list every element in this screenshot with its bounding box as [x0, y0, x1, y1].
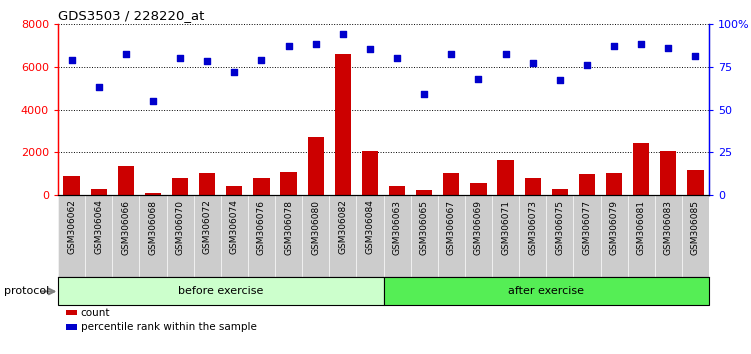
Point [445, 52, 457, 57]
Text: percentile rank within the sample: percentile rank within the sample [80, 322, 256, 332]
Bar [633, 143, 650, 195]
Point [499, 52, 511, 57]
Point [526, 60, 538, 66]
Text: GSM306066: GSM306066 [122, 200, 131, 255]
Text: GSM306073: GSM306073 [528, 200, 537, 255]
Point [391, 55, 403, 61]
Point [364, 46, 376, 52]
Bar [63, 176, 80, 195]
Point [92, 84, 104, 90]
Bar [579, 174, 595, 195]
Bar [226, 187, 243, 195]
Bar [470, 183, 487, 195]
Point [309, 41, 321, 47]
Bar [58, 278, 384, 306]
Point [174, 55, 186, 61]
Bar [65, 310, 77, 315]
Point [147, 98, 159, 104]
Text: GSM306081: GSM306081 [637, 200, 646, 255]
Text: GSM306075: GSM306075 [555, 200, 564, 255]
Text: GSM306064: GSM306064 [94, 200, 103, 255]
Text: GSM306077: GSM306077 [583, 200, 592, 255]
Text: GSM306072: GSM306072 [203, 200, 212, 255]
Bar [524, 178, 541, 195]
Bar [280, 172, 297, 195]
Text: GSM306067: GSM306067 [447, 200, 456, 255]
Bar [335, 53, 351, 195]
Text: GSM306065: GSM306065 [420, 200, 429, 255]
Point [255, 57, 267, 62]
Text: GSM306071: GSM306071 [501, 200, 510, 255]
Text: GSM306063: GSM306063 [393, 200, 402, 255]
Text: GSM306078: GSM306078 [284, 200, 293, 255]
Bar [253, 178, 270, 195]
Text: GSM306083: GSM306083 [664, 200, 673, 255]
Bar [308, 137, 324, 195]
Text: GSM306084: GSM306084 [366, 200, 375, 255]
Point [472, 76, 484, 81]
Bar [384, 278, 709, 306]
Text: GSM306069: GSM306069 [474, 200, 483, 255]
Text: GSM306079: GSM306079 [610, 200, 619, 255]
Point [120, 52, 132, 57]
Text: GSM306070: GSM306070 [176, 200, 185, 255]
Bar [660, 152, 677, 195]
Text: after exercise: after exercise [508, 286, 584, 296]
Bar [443, 173, 460, 195]
Point [608, 43, 620, 49]
Text: GSM306080: GSM306080 [311, 200, 320, 255]
Point [336, 31, 348, 37]
Text: GSM306082: GSM306082 [338, 200, 347, 255]
Bar [91, 189, 107, 195]
Bar [389, 186, 406, 195]
Text: protocol: protocol [4, 286, 49, 296]
Bar [145, 193, 161, 195]
Bar [362, 152, 378, 195]
Point [662, 45, 674, 50]
Bar [497, 160, 514, 195]
Bar [199, 173, 216, 195]
Point [418, 91, 430, 97]
Text: before exercise: before exercise [178, 286, 264, 296]
Text: GSM306085: GSM306085 [691, 200, 700, 255]
Text: GSM306062: GSM306062 [67, 200, 76, 255]
Point [201, 58, 213, 64]
Bar [416, 190, 433, 195]
Bar [606, 173, 622, 195]
Bar [65, 324, 77, 330]
Bar [687, 170, 704, 195]
Bar [552, 189, 568, 195]
Bar [118, 166, 134, 195]
Point [65, 57, 77, 62]
Point [553, 78, 566, 83]
Point [635, 41, 647, 47]
Text: GSM306076: GSM306076 [257, 200, 266, 255]
Point [228, 69, 240, 74]
Bar [172, 178, 189, 195]
Point [689, 53, 701, 59]
Text: GDS3503 / 228220_at: GDS3503 / 228220_at [58, 9, 204, 22]
Point [581, 62, 593, 68]
Text: GSM306074: GSM306074 [230, 200, 239, 255]
Text: count: count [80, 308, 110, 318]
Point [282, 43, 294, 49]
Text: GSM306068: GSM306068 [149, 200, 158, 255]
